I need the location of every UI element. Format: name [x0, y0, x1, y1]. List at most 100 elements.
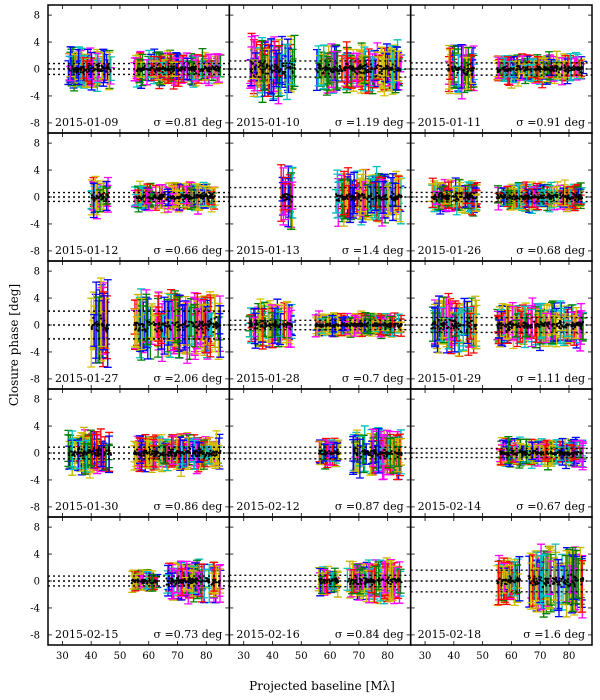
- data-point: [105, 197, 108, 200]
- data-point: [546, 194, 549, 197]
- data-point: [285, 198, 289, 201]
- data-point: [369, 63, 373, 66]
- data-point: [338, 199, 341, 202]
- data-point: [345, 62, 348, 65]
- data-point: [265, 65, 268, 68]
- data-point: [324, 65, 327, 68]
- data-point: [465, 72, 469, 75]
- data-point: [438, 195, 441, 198]
- data-point: [397, 193, 401, 196]
- data-point: [106, 65, 109, 68]
- data-point: [350, 69, 354, 72]
- y-tick-label: -4: [30, 219, 40, 230]
- data-point: [180, 69, 183, 72]
- data-point: [86, 65, 90, 68]
- data-point: [281, 72, 284, 75]
- data-point: [181, 198, 185, 201]
- data-point: [446, 197, 450, 200]
- y-tick-label: 8: [34, 11, 40, 22]
- data-point: [360, 71, 363, 74]
- data-point: [268, 65, 271, 68]
- data-point: [109, 70, 112, 73]
- data-point: [377, 195, 380, 198]
- data-point: [95, 68, 99, 71]
- data-point: [577, 198, 580, 201]
- data-point: [533, 195, 536, 198]
- data-point: [567, 194, 570, 197]
- data-point: [287, 66, 291, 69]
- data-point: [547, 192, 550, 196]
- data-point: [291, 70, 294, 73]
- data-point: [261, 64, 264, 67]
- data-point: [273, 65, 276, 68]
- panel-date-label: 2015-01-12: [55, 244, 118, 257]
- data-point: [183, 69, 186, 72]
- data-point: [261, 62, 264, 65]
- data-point: [148, 197, 151, 200]
- data-point: [102, 197, 105, 200]
- data-point: [194, 72, 198, 75]
- data-point: [151, 197, 154, 201]
- panel-date-label: 2015-01-11: [418, 116, 481, 129]
- data-point: [399, 194, 403, 197]
- data-point: [79, 71, 82, 74]
- data-point: [388, 69, 391, 72]
- data-point: [505, 197, 508, 201]
- data-point: [551, 194, 554, 197]
- data-point: [333, 65, 336, 69]
- panel-plot-area: [48, 175, 230, 220]
- data-point: [154, 195, 157, 198]
- y-tick-label: 0: [34, 193, 40, 204]
- data-point: [283, 199, 286, 202]
- data-point: [460, 192, 463, 196]
- data-point: [518, 195, 522, 198]
- data-point: [580, 197, 583, 200]
- data-point: [466, 64, 469, 67]
- data-point: [99, 193, 103, 196]
- data-point: [391, 63, 394, 66]
- data-point: [382, 197, 386, 200]
- data-point: [380, 72, 383, 75]
- data-point: [316, 71, 319, 74]
- data-point: [346, 66, 349, 69]
- data-point: [547, 68, 550, 71]
- data-point: [396, 196, 399, 200]
- data-point: [524, 197, 527, 200]
- data-point: [466, 192, 469, 196]
- data-point: [530, 192, 533, 196]
- data-point: [394, 199, 397, 202]
- data-point: [496, 197, 499, 200]
- data-point: [451, 69, 454, 73]
- data-point: [462, 197, 466, 200]
- y-tick-label: 4: [34, 38, 40, 49]
- data-point: [95, 194, 98, 198]
- panel-plot-area: [229, 32, 411, 105]
- panel-date-label: 2015-01-09: [55, 116, 118, 129]
- data-point: [201, 69, 205, 72]
- data-point: [354, 191, 357, 195]
- data-point: [504, 194, 507, 197]
- data-point: [458, 66, 461, 69]
- data-point: [340, 194, 344, 197]
- data-point: [337, 194, 340, 197]
- data-point: [100, 65, 104, 68]
- data-point: [326, 68, 329, 71]
- data-point: [156, 63, 159, 66]
- data-point: [357, 193, 361, 197]
- data-point: [447, 195, 450, 198]
- data-point: [194, 67, 197, 71]
- data-point: [370, 68, 374, 71]
- data-point: [505, 65, 508, 68]
- data-point: [161, 65, 165, 68]
- data-point: [327, 72, 330, 75]
- data-point: [210, 68, 213, 71]
- data-point: [376, 64, 379, 67]
- data-point: [88, 64, 91, 67]
- y-tick-label: 4: [34, 166, 40, 177]
- data-point: [71, 65, 74, 68]
- data-point: [162, 194, 165, 197]
- data-point: [569, 69, 573, 72]
- y-tick-label: -8: [30, 246, 40, 257]
- data-point: [175, 66, 178, 69]
